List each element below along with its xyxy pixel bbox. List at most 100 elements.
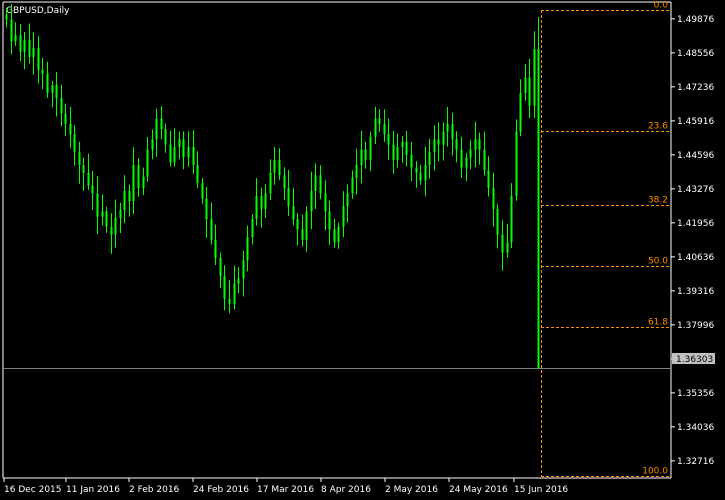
candle-body — [269, 172, 272, 194]
current-price-tag-label: 1.36303 — [676, 355, 713, 365]
candle-body — [405, 141, 408, 155]
candle-body — [487, 170, 490, 189]
candle-body — [301, 229, 304, 240]
fib-level-label: 0.0 — [654, 1, 669, 11]
candle-body — [374, 118, 377, 137]
candle-body — [314, 175, 317, 191]
candle-body — [383, 123, 386, 135]
candle-body — [324, 193, 327, 212]
candle-body — [123, 190, 126, 211]
candle-body — [64, 113, 67, 124]
price-axis: 1.49876 1.48556 1.47236 1.45916 1.44596 1.432… — [671, 15, 714, 467]
price-tick-label: 1.43276 — [677, 185, 714, 195]
candle-body — [51, 85, 54, 93]
date-tick-label: 16 Dec 2015 — [4, 485, 62, 495]
candle-body — [78, 152, 81, 166]
candle-body — [260, 195, 263, 209]
candle-body — [537, 49, 540, 369]
candle-body — [360, 149, 363, 166]
candle-body — [205, 198, 208, 220]
candle-body — [424, 165, 427, 181]
candle-body — [364, 149, 367, 160]
candle-body — [478, 139, 481, 150]
candle-body — [333, 229, 336, 243]
candle-body — [296, 219, 299, 230]
fib-level-label: 100.0 — [642, 467, 668, 477]
fib-level-label: 38.2 — [648, 196, 668, 206]
candle-body — [506, 242, 509, 253]
candle-body — [32, 47, 35, 57]
candle-body — [173, 147, 176, 163]
candle-body — [510, 195, 513, 243]
candle-body — [524, 77, 527, 93]
current-price-tag: 1.36303 — [672, 353, 715, 365]
price-tick-label: 1.47236 — [677, 83, 714, 93]
candles-series — [5, 4, 540, 369]
candle-body — [19, 34, 22, 52]
candle-body — [483, 149, 486, 171]
candle-body — [419, 172, 422, 181]
candle-body — [5, 14, 8, 20]
candle-body — [342, 206, 345, 227]
candle-body — [392, 144, 395, 160]
candle-body — [178, 139, 181, 148]
candle-body — [378, 118, 381, 124]
candle-body — [233, 283, 236, 305]
price-tick-label: 1.35356 — [677, 389, 714, 399]
date-tick-label: 15 Jun 2016 — [514, 485, 568, 495]
candle-body — [446, 123, 449, 132]
candle-body — [23, 40, 26, 52]
candle-body — [151, 139, 154, 150]
candle-body — [433, 139, 436, 153]
candle-body — [292, 206, 295, 220]
candle-body — [82, 165, 85, 173]
candle-body — [465, 157, 468, 168]
candle-body — [10, 19, 13, 42]
candle-body — [515, 131, 518, 196]
fibonacci-retracement[interactable]: 0.0 23.6 38.2 50.0 61.8 100.0 — [541, 1, 670, 477]
candle-body — [474, 139, 477, 150]
candle-body — [37, 47, 40, 70]
price-tick-label: 1.44596 — [677, 151, 714, 161]
candle-body — [96, 193, 99, 217]
candle-body — [346, 193, 349, 207]
candle-body — [128, 190, 131, 202]
candle-body — [492, 188, 495, 209]
candle-body — [201, 183, 204, 199]
candle-body — [28, 40, 31, 57]
candle-body — [337, 226, 340, 243]
date-tick-label: 11 Jan 2016 — [66, 485, 120, 495]
candle-body — [451, 123, 454, 140]
candle-body — [396, 147, 399, 160]
candle-body — [501, 234, 504, 253]
candle-body — [110, 226, 113, 235]
candle-body — [305, 211, 308, 240]
candle-body — [155, 118, 158, 140]
candle-body — [496, 208, 499, 235]
candle-body — [255, 195, 258, 220]
candle-body — [469, 149, 472, 158]
price-tick-label: 1.37996 — [677, 321, 714, 331]
price-tick-label: 1.45916 — [677, 117, 714, 127]
candle-body — [351, 177, 354, 194]
candle-body — [533, 49, 536, 106]
candle-body — [287, 188, 290, 207]
date-tick-label: 17 Mar 2016 — [257, 485, 314, 495]
date-tick-label: 24 Feb 2016 — [193, 485, 249, 495]
date-tick-label: 24 May 2016 — [449, 485, 508, 495]
candle-body — [223, 275, 226, 299]
candle-body — [169, 144, 172, 163]
current-price-tag-box — [672, 353, 715, 364]
date-tick-label: 2 May 2016 — [385, 485, 438, 495]
candle-body — [278, 159, 281, 176]
price-tick-label: 1.34036 — [677, 423, 714, 433]
candle-body — [528, 77, 531, 106]
fib-level-label: 23.6 — [648, 122, 668, 132]
price-tick-label: 1.41956 — [677, 219, 714, 229]
candle-body — [187, 147, 190, 158]
price-tick-label: 1.48556 — [677, 49, 714, 59]
candle-body — [319, 175, 322, 194]
candle-body — [192, 147, 195, 166]
date-tick-label: 8 Apr 2016 — [321, 485, 371, 495]
